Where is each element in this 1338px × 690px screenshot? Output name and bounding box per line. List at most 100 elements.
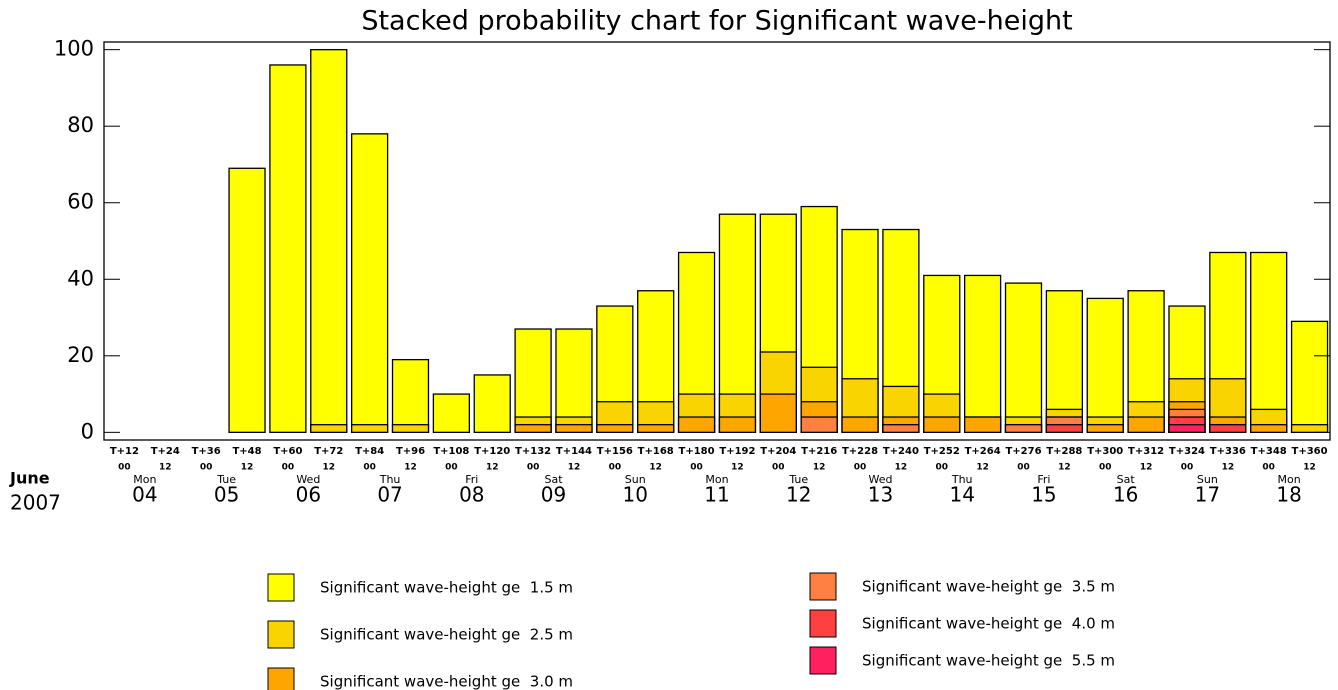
date-label: 06 <box>296 483 321 507</box>
bar <box>269 64 307 433</box>
bar <box>514 424 552 433</box>
date-label: 04 <box>132 483 157 507</box>
bar <box>964 274 1002 433</box>
weekday-label: Tue <box>216 473 236 486</box>
date-label: 16 <box>1113 483 1138 507</box>
date-label: 15 <box>1031 483 1056 507</box>
legend-swatch <box>267 573 295 602</box>
bar <box>1290 424 1329 433</box>
hour-label: 00 <box>1181 463 1194 473</box>
weekday-label: Fri <box>465 473 478 486</box>
hour-label: 12 <box>241 463 254 473</box>
hour-label: 12 <box>1222 463 1235 473</box>
y-tick-label: 0 <box>81 419 94 443</box>
bar <box>228 167 266 433</box>
hour-label: 12 <box>1140 463 1153 473</box>
legend-label: Significant wave-height ge 5.5 m <box>862 652 1115 670</box>
date-label: 09 <box>541 483 566 507</box>
legend-label: Significant wave-height ge 3.0 m <box>320 673 573 690</box>
bar <box>351 424 389 433</box>
date-label: 07 <box>377 483 402 507</box>
hour-label: 12 <box>895 463 908 473</box>
hour-label: 12 <box>813 463 826 473</box>
hour-label: 00 <box>445 463 458 473</box>
y-tick-label: 40 <box>67 266 94 290</box>
hour-label: 00 <box>690 463 703 473</box>
date-label: 11 <box>704 483 729 507</box>
date-label: 13 <box>868 483 893 507</box>
x-tick-label: T+156 <box>597 446 633 457</box>
x-tick-label: T+312 <box>1128 446 1164 457</box>
hour-label: 12 <box>568 463 581 473</box>
legend-swatch <box>809 646 837 675</box>
x-tick-label: T+72 <box>314 446 343 457</box>
hour-label: 00 <box>1262 463 1275 473</box>
chart-title: Stacked probability chart for Significan… <box>361 6 1072 37</box>
bar <box>1168 424 1206 433</box>
bar <box>1045 424 1083 433</box>
x-tick-label: T+108 <box>433 446 469 457</box>
bar <box>923 416 961 433</box>
x-tick-label: T+240 <box>883 446 919 457</box>
legend-label: Significant wave-height ge 4.0 m <box>862 615 1115 633</box>
weekday-label: Wed <box>296 473 320 486</box>
weekday-label: Mon <box>1278 473 1301 486</box>
hour-label: 00 <box>200 463 213 473</box>
hour-label: 00 <box>854 463 867 473</box>
weekday-label: Thu <box>379 473 401 486</box>
bar <box>1086 424 1124 433</box>
bar <box>473 374 511 433</box>
y-tick-label: 20 <box>67 343 94 367</box>
legend-swatch <box>267 667 295 690</box>
bar <box>555 328 593 433</box>
bar <box>841 416 879 433</box>
date-label: 10 <box>623 483 648 507</box>
weekday-label: Sun <box>1197 473 1218 486</box>
x-tick-label: T+60 <box>273 446 302 457</box>
hour-label: 12 <box>1303 463 1316 473</box>
hour-label: 12 <box>404 463 417 473</box>
x-tick-label: T+192 <box>719 446 755 457</box>
weekday-label: Mon <box>705 473 728 486</box>
weekday-label: Thu <box>951 473 973 486</box>
x-tick-label: T+264 <box>965 446 1001 457</box>
x-tick-label: T+324 <box>1169 446 1205 457</box>
bar <box>432 393 470 433</box>
hour-label: 12 <box>323 463 336 473</box>
hour-label: 12 <box>649 463 662 473</box>
bar <box>596 424 634 433</box>
month-label: June <box>9 469 50 488</box>
x-tick-label: T+336 <box>1210 446 1246 457</box>
weekday-label: Mon <box>133 473 156 486</box>
hour-label: 12 <box>1058 463 1071 473</box>
x-tick-label: T+204 <box>760 446 796 457</box>
date-label: 18 <box>1276 483 1301 507</box>
hour-label: 12 <box>159 463 172 473</box>
bar <box>1127 416 1165 433</box>
bar <box>637 424 675 433</box>
bar <box>391 424 430 433</box>
hour-label: 00 <box>772 463 785 473</box>
bar <box>882 424 920 433</box>
year-label: 2007 <box>10 491 61 515</box>
bar <box>1086 297 1124 433</box>
legend-swatch <box>809 609 837 638</box>
hour-label: 12 <box>731 463 744 473</box>
bar <box>391 358 430 433</box>
bar <box>1250 424 1288 433</box>
bar <box>1250 251 1288 433</box>
y-tick-label: 80 <box>67 113 94 137</box>
y-tick-label: 60 <box>67 190 94 214</box>
bar <box>800 416 838 433</box>
legend-label: Significant wave-height ge 1.5 m <box>320 579 573 597</box>
x-tick-label: T+348 <box>1251 446 1287 457</box>
x-tick-label: T+276 <box>1005 446 1041 457</box>
x-tick-label: T+216 <box>801 446 837 457</box>
date-label: 08 <box>459 483 484 507</box>
y-tick-label: 100 <box>54 37 94 61</box>
legend-label: Significant wave-height ge 2.5 m <box>320 626 573 644</box>
x-tick-label: T+24 <box>151 446 180 457</box>
x-tick-label: T+252 <box>924 446 960 457</box>
plot-frame <box>103 41 1331 441</box>
bar <box>964 416 1002 433</box>
